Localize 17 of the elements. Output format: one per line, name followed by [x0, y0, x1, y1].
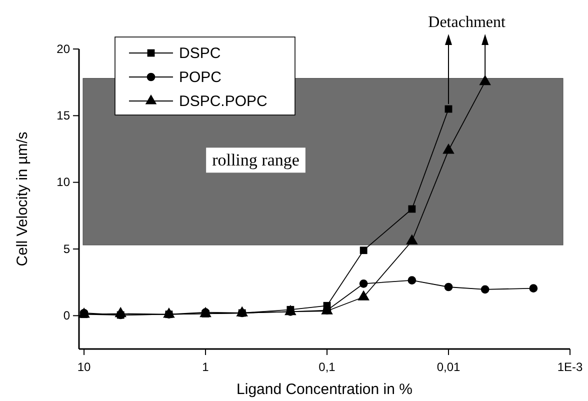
band-label: rolling range: [212, 150, 300, 170]
y-tick-label: 15: [56, 108, 70, 123]
x-tick-label: 0,01: [436, 360, 461, 374]
x-tick-label: 1E-3: [557, 360, 583, 374]
legend-label: POPC: [179, 69, 222, 86]
x-tick-label: 10: [77, 360, 92, 374]
y-tick-label: 5: [63, 242, 70, 256]
x-tick-label: 0,1: [318, 360, 336, 374]
text: Detachment: [428, 14, 506, 31]
y-tick-label: 0: [63, 308, 70, 323]
legend-label: DSPC.POPC: [179, 93, 268, 110]
x-tick-label: 1: [202, 360, 210, 374]
legend-label: DSPC: [179, 45, 221, 62]
y-tick-label: 20: [56, 42, 70, 56]
x-axis-title: Ligand Concentration in %: [236, 381, 412, 398]
y-tick-label: 10: [56, 175, 70, 190]
y-axis-title: Cell Velocity in µm/s: [14, 132, 31, 266]
